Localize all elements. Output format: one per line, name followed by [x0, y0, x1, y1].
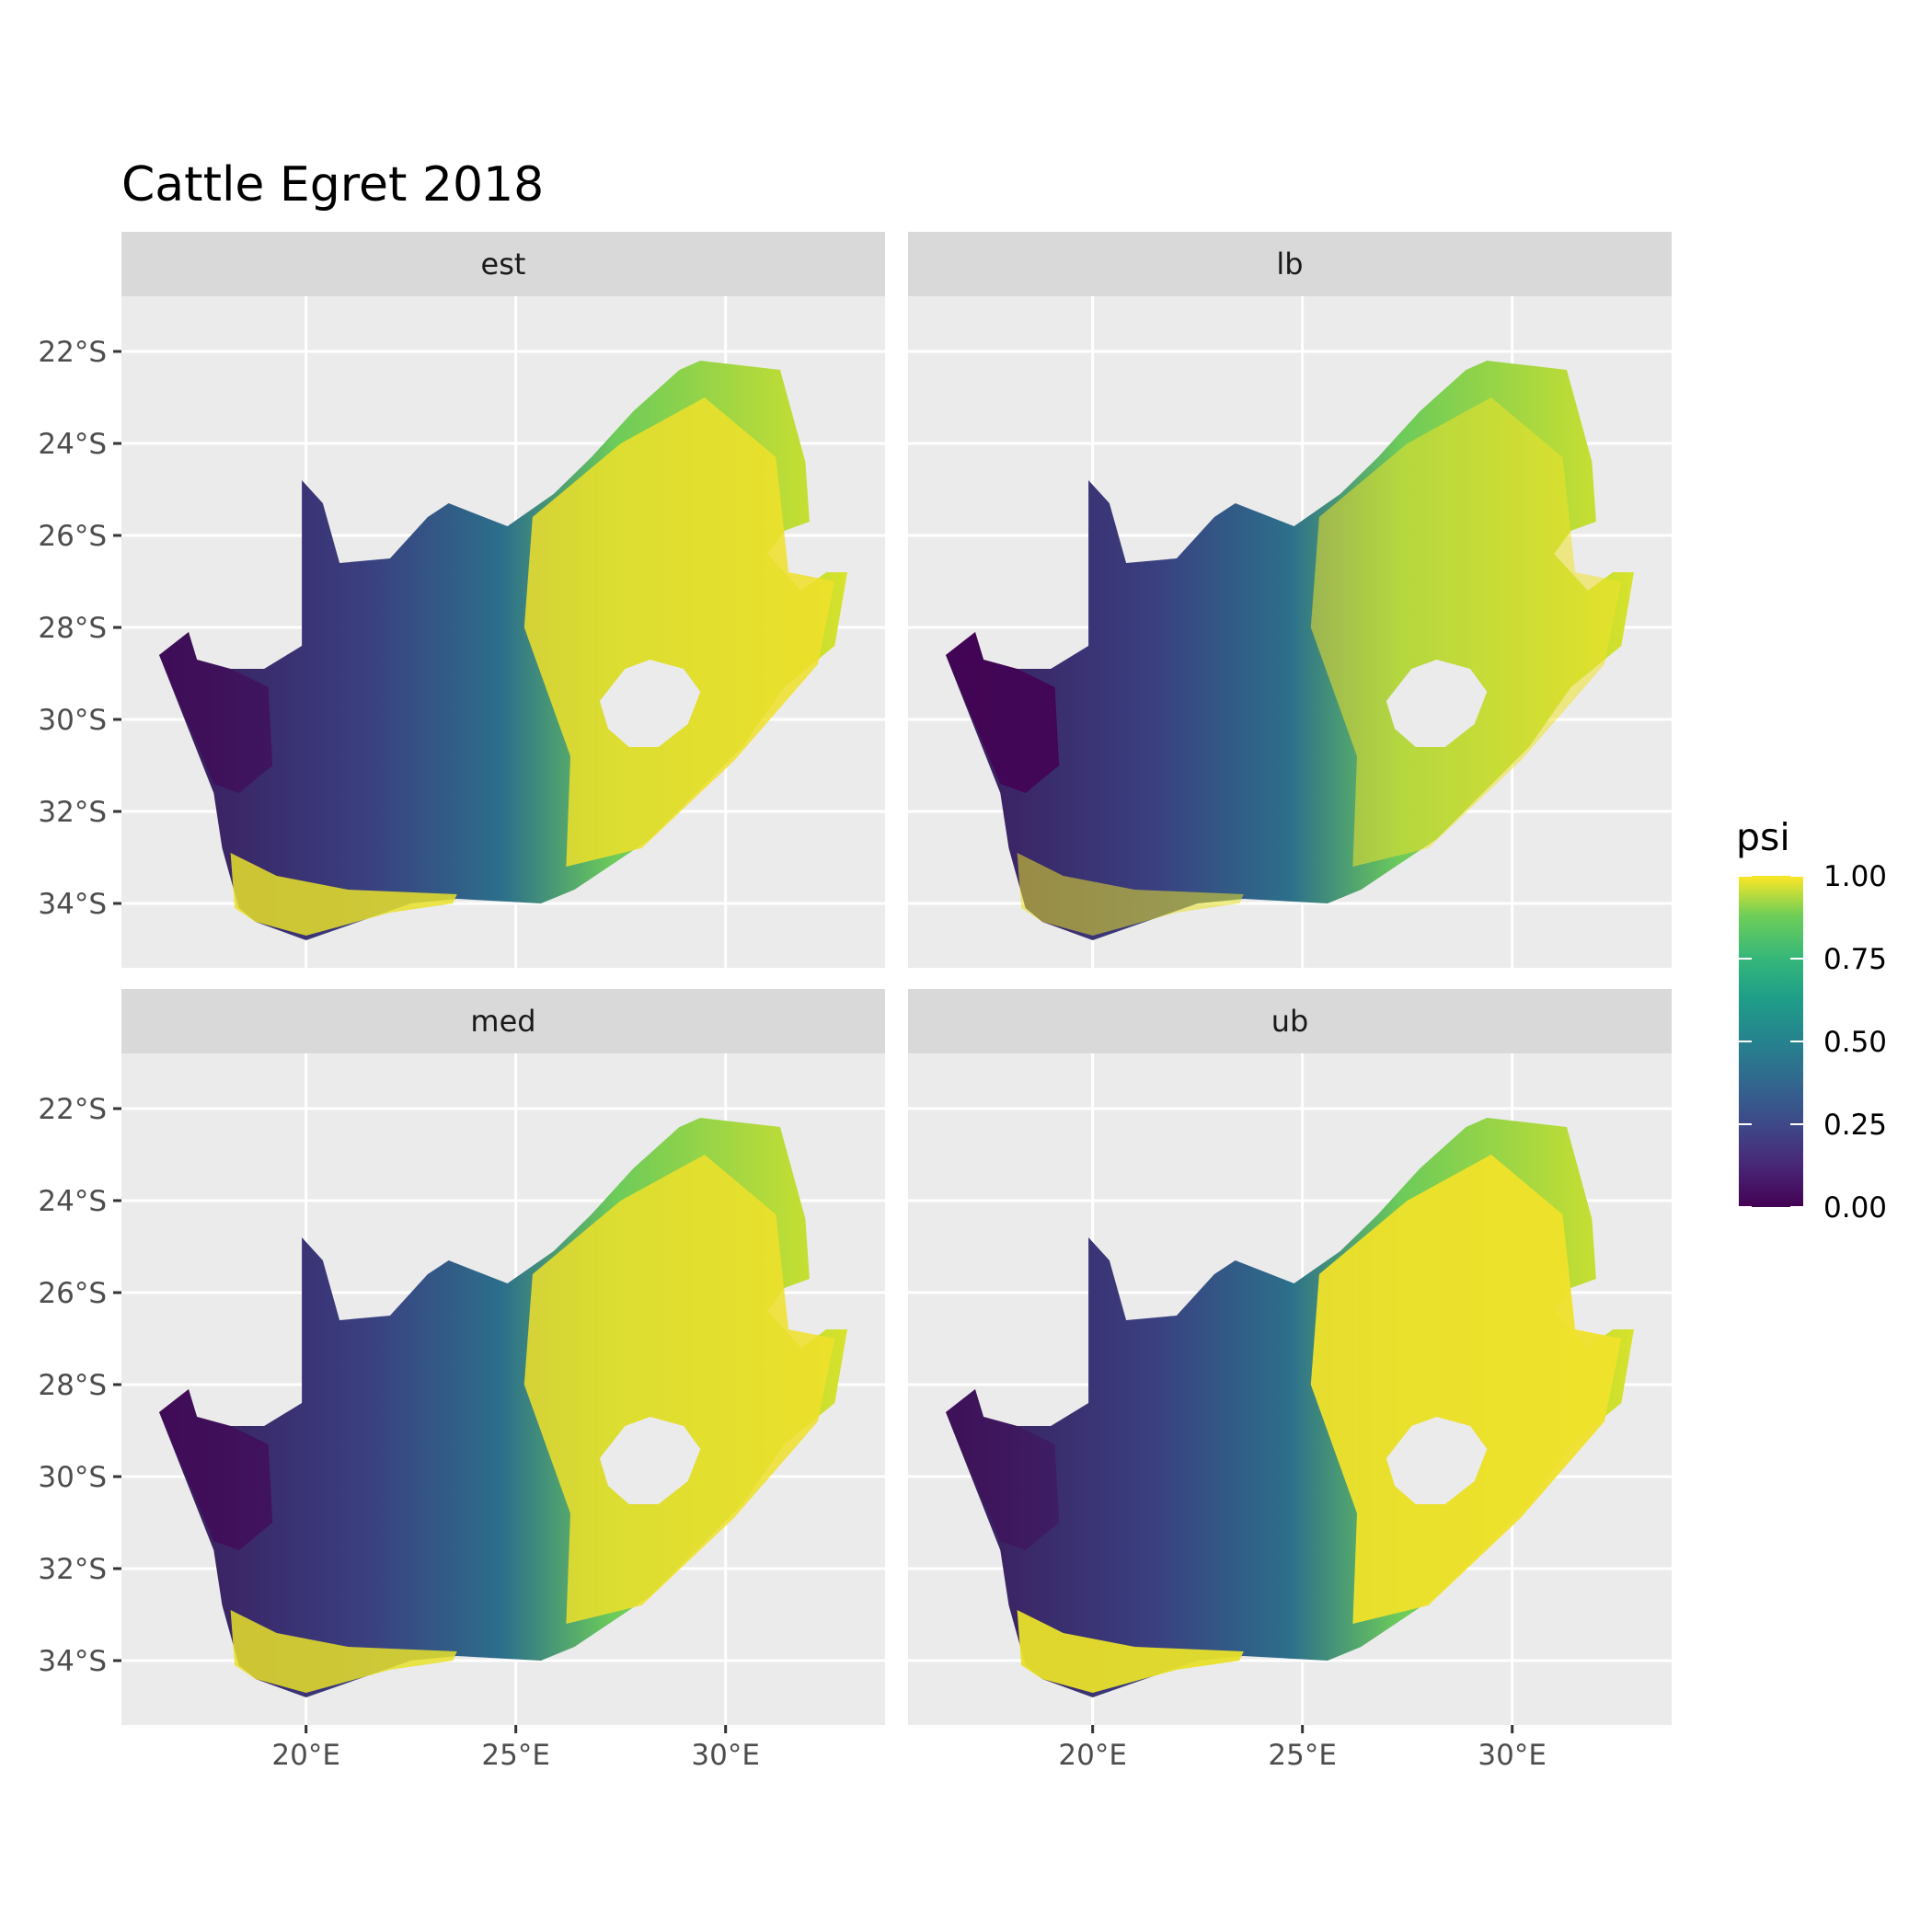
chart-title: Cattle Egret 2018 — [121, 157, 544, 213]
y-tick-label: 30°S — [38, 704, 107, 737]
legend-title: psi — [1736, 815, 1790, 859]
x-tick-label: 20°E — [1058, 1739, 1127, 1772]
strip-med — [121, 989, 885, 1053]
strip-lb — [908, 232, 1672, 296]
map-high-occupancy-east-med — [523, 1155, 835, 1624]
legend: psi 0.00 0.25 0.50 0.75 1.00 — [1736, 815, 1887, 1225]
y-tick-label: 26°S — [38, 1277, 107, 1310]
map-high-occupancy-east-lb — [1310, 397, 1622, 867]
y-tick-label: 28°S — [38, 612, 107, 645]
panel-ub: ub 20°E 25°E 30°E — [908, 989, 1672, 1772]
map-low-occupancy-west-med — [159, 1389, 273, 1550]
strip-ub — [908, 989, 1672, 1053]
strip-est — [121, 232, 885, 296]
map-high-occupancy-east-est — [523, 397, 835, 867]
map-low-occupancy-west-lb — [946, 632, 1060, 793]
map-high-occupancy-cape-med — [230, 1610, 457, 1693]
x-tick-label: 30°E — [691, 1739, 760, 1772]
y-tick-label: 32°S — [38, 796, 107, 829]
legend-ticks: 0.00 0.25 0.50 0.75 1.00 — [1739, 860, 1887, 1225]
x-tick-label: 25°E — [481, 1739, 550, 1772]
panel-est: est 22°S 24°S 26°S 28°S 30°S 32°S 34°S — [38, 232, 885, 968]
map-high-occupancy-cape-lb — [1017, 853, 1244, 936]
map-lesotho-est — [599, 660, 701, 747]
strip-label-med: med — [470, 1004, 535, 1039]
legend-label: 0.50 — [1823, 1026, 1887, 1059]
legend-label: 0.00 — [1823, 1191, 1887, 1225]
strip-label-ub: ub — [1271, 1004, 1309, 1039]
map-low-occupancy-west-est — [159, 632, 273, 793]
y-tick-label: 24°S — [38, 428, 107, 461]
x-tick-label: 25°E — [1268, 1739, 1337, 1772]
legend-label: 0.75 — [1823, 943, 1887, 976]
map-high-occupancy-cape-ub — [1017, 1610, 1244, 1693]
legend-label: 1.00 — [1823, 860, 1887, 893]
strip-label-est: est — [481, 247, 526, 282]
map-high-occupancy-east-ub — [1310, 1155, 1622, 1624]
map-lesotho-lb — [1386, 660, 1488, 747]
map-low-occupancy-west-ub — [946, 1389, 1060, 1550]
y-tick-label: 28°S — [38, 1369, 107, 1402]
map-high-occupancy-cape-est — [230, 853, 457, 936]
y-tick-label: 34°S — [38, 888, 107, 921]
map-lesotho-ub — [1386, 1417, 1488, 1504]
y-tick-label: 24°S — [38, 1185, 107, 1218]
y-tick-label: 26°S — [38, 520, 107, 553]
y-tick-label: 34°S — [38, 1645, 107, 1678]
y-tick-label: 22°S — [38, 1093, 107, 1126]
x-tick-label: 20°E — [271, 1739, 340, 1772]
y-tick-label: 22°S — [38, 336, 107, 369]
panel-lb: lb — [908, 232, 1672, 968]
strip-label-lb: lb — [1276, 247, 1303, 282]
map-lesotho-med — [599, 1417, 701, 1504]
legend-label: 0.25 — [1823, 1109, 1887, 1142]
x-tick-label: 30°E — [1478, 1739, 1547, 1772]
y-tick-label: 32°S — [38, 1553, 107, 1586]
facet-panels: est 22°S 24°S 26°S 28°S 30°S 32°S 34°S lb med 22°S… — [38, 232, 1672, 1772]
panel-med: med 22°S 24°S 26°S 28°S 30°S 32°S 34°S 20°E 25°E 3… — [38, 989, 885, 1772]
y-tick-label: 30°S — [38, 1461, 107, 1494]
